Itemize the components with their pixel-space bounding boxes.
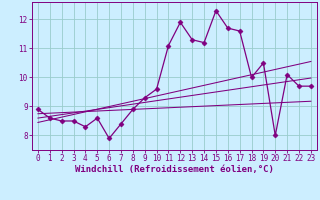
X-axis label: Windchill (Refroidissement éolien,°C): Windchill (Refroidissement éolien,°C) — [75, 165, 274, 174]
